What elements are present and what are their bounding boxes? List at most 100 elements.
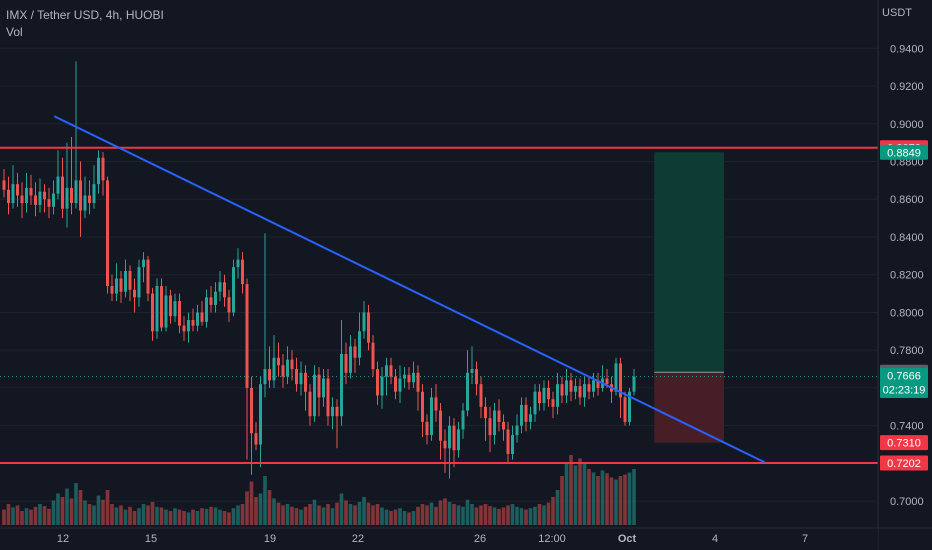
candle-body (614, 363, 618, 392)
symbol-title[interactable]: IMX / Tether USD, 4h, HUOBI (6, 8, 164, 22)
candle (430, 387, 433, 441)
volume-bar (312, 499, 317, 525)
candle-body (412, 372, 415, 383)
volume-bar (213, 507, 218, 525)
candle (421, 384, 424, 437)
candle-body (268, 369, 271, 381)
volume-bar (159, 507, 164, 525)
volume-bar (357, 501, 362, 525)
candle (155, 278, 159, 339)
candle-body (628, 391, 631, 422)
candle-body (304, 372, 307, 392)
candle-body (587, 384, 591, 392)
candle-body (286, 359, 289, 377)
candle (407, 367, 411, 390)
candle (335, 399, 339, 449)
candle (160, 278, 163, 332)
volume-bar (123, 509, 128, 525)
volume-bar (452, 504, 456, 525)
volume-bar (447, 501, 452, 525)
volume-bar (24, 508, 29, 525)
candle (574, 378, 577, 400)
volume-bar (492, 507, 497, 525)
volume-bar (573, 465, 578, 525)
volume-bar (195, 511, 200, 525)
candle-body (632, 376, 636, 392)
candle (551, 391, 555, 419)
volume-bar (425, 505, 429, 525)
candle-body (511, 435, 514, 454)
candle (61, 157, 64, 219)
y-tick-label: 0.8600 (890, 194, 924, 206)
volume-bar (339, 493, 344, 525)
volume-bar (564, 462, 569, 525)
candle (592, 372, 595, 398)
descending-trendline (53, 115, 766, 464)
candle-body (196, 312, 199, 326)
candle (547, 380, 550, 407)
volume-bar (96, 495, 101, 525)
candle (520, 397, 523, 434)
candle (470, 346, 474, 385)
candle (272, 335, 276, 388)
x-tick-label: 15 (145, 533, 157, 545)
candle (515, 414, 519, 443)
y-tick-label: 0.8400 (890, 232, 924, 244)
candle (191, 308, 195, 332)
candle-body (574, 386, 577, 392)
volume-bar (29, 509, 33, 525)
volume-bar (119, 505, 123, 525)
x-axis-background (0, 528, 878, 550)
volume-legend-label[interactable]: Vol (6, 25, 23, 39)
volume-bar (114, 507, 119, 525)
candle (493, 403, 496, 445)
candle-body (407, 374, 411, 383)
candle-body (349, 346, 352, 373)
volume-bar (69, 498, 74, 525)
candle-body (362, 312, 366, 332)
volume-bar (222, 511, 227, 525)
volume-bar (33, 506, 38, 525)
candle-body (344, 353, 348, 373)
volume-bar (200, 508, 204, 525)
candle (43, 184, 46, 213)
candle (196, 304, 199, 332)
volume-bar (420, 504, 425, 525)
candle-body (520, 404, 523, 426)
candle (259, 376, 262, 468)
candle-body (110, 286, 114, 294)
stop-zone (654, 372, 724, 443)
candle (488, 406, 492, 453)
candle (569, 372, 573, 402)
volume-bar (623, 474, 627, 525)
candle-body (403, 374, 406, 379)
volume-bar (254, 497, 258, 525)
candle (124, 259, 127, 298)
volume-bar (591, 472, 596, 525)
volume-bar (321, 507, 326, 525)
candle (344, 342, 348, 385)
candle (403, 367, 406, 388)
candle-body (430, 397, 433, 436)
candle (286, 346, 289, 385)
candle-body (97, 157, 100, 185)
volume-bar (578, 458, 582, 525)
volume-bar (519, 508, 524, 525)
candle-body (34, 195, 37, 205)
candle (376, 361, 379, 405)
volume-bar (38, 504, 42, 525)
candle (97, 150, 100, 194)
candle (250, 376, 253, 475)
candle-body (475, 369, 478, 385)
candle-body (506, 429, 510, 454)
candle (583, 376, 586, 407)
candle-body (254, 433, 258, 445)
volume-bar (461, 506, 465, 525)
candle (92, 165, 96, 209)
candle-body (232, 267, 235, 313)
volume-bar (236, 505, 240, 525)
price-badge-label: 0.7666 (887, 370, 921, 382)
volume-bar (587, 469, 591, 525)
volume-bar (398, 508, 402, 525)
